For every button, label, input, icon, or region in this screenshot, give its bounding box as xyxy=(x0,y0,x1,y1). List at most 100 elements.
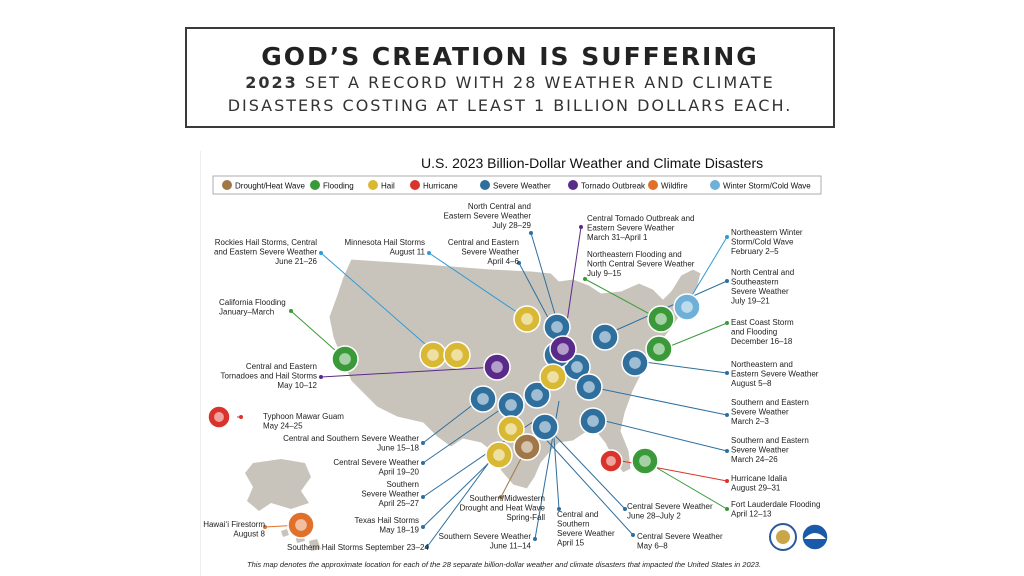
leader-dot xyxy=(239,415,243,419)
leader-dot xyxy=(499,495,503,499)
legend-label: Drought/Heat Wave xyxy=(235,182,306,191)
legend-label: Severe Weather xyxy=(493,182,551,191)
event-label-hawaii: Hawai‘i Firestorm August 8 xyxy=(203,520,265,539)
event-label-ne-aug: Northeastern and Eastern Severe Weather Au… xyxy=(731,360,819,388)
event-label-southern-jun11: Southern Severe Weather June 11–14 xyxy=(439,532,532,551)
leader-dot xyxy=(725,321,729,325)
leader-dot xyxy=(725,507,729,511)
leader-dot xyxy=(725,479,729,483)
wildfire-icon xyxy=(648,180,658,190)
severe-weather-icon-glyph xyxy=(505,399,517,411)
leader-dot xyxy=(583,277,587,281)
leader-line xyxy=(422,404,508,464)
leader-line xyxy=(428,252,528,320)
event-label-ne-winter: Northeastern Winter Storm/Cold Wave Februa… xyxy=(731,228,803,256)
hail-icon-glyph xyxy=(505,423,517,435)
leader-line xyxy=(426,456,494,548)
leader-line xyxy=(636,360,728,374)
leader-dot xyxy=(421,495,425,499)
event-label-southern-eastern-mar24: Southern and Eastern Severe Weather March … xyxy=(731,436,809,464)
severe-weather-icon xyxy=(480,180,490,190)
leader-line xyxy=(530,422,634,536)
leader-dot xyxy=(289,309,293,313)
event-label-central-southern-jun: Central and Southern Severe Weather June … xyxy=(283,434,419,453)
severe-weather-icon-glyph xyxy=(571,361,583,373)
severe-weather-icon-glyph xyxy=(531,389,543,401)
event-label-southern-eastern-mar2: Southern and Eastern Severe Weather March … xyxy=(731,398,809,426)
severe-weather-icon-glyph xyxy=(629,357,641,369)
leader-dot xyxy=(725,279,729,283)
hail-icon-glyph xyxy=(521,313,533,325)
event-label-central-tornado-may: Central and Eastern Tornadoes and Hail St… xyxy=(221,362,318,390)
severe-weather-icon-glyph xyxy=(539,421,551,433)
tornado-icon-glyph xyxy=(557,343,569,355)
event-label-southern-apr25: Southern Severe Weather April 25–27 xyxy=(361,480,419,508)
legend-label: Tornado Outbreak xyxy=(581,182,646,191)
leader-line xyxy=(590,386,728,416)
hail-icon xyxy=(368,180,378,190)
hurricane-icon-glyph xyxy=(606,456,616,466)
leader-dot xyxy=(725,235,729,239)
event-label-california: California Flooding January–March xyxy=(219,298,286,317)
event-label-central-southern-apr15: Central and Southern Severe Weather April 1… xyxy=(557,510,615,548)
legend-bar xyxy=(212,175,822,195)
leader-dot xyxy=(533,537,537,541)
hurricane-icon xyxy=(410,180,420,190)
legend-label: Winter Storm/Cold Wave xyxy=(723,182,811,191)
leader-dot xyxy=(557,507,561,511)
tornado-icon-glyph xyxy=(491,361,503,373)
severe-weather-icon-glyph xyxy=(587,415,599,427)
event-label-drought: Southern/Midwestern Drought and Heat Wave… xyxy=(459,494,545,522)
leader-dot xyxy=(517,261,521,265)
event-label-central-jun28: Central Severe Weather June 28–July 2 xyxy=(627,502,713,521)
leader-dot xyxy=(725,449,729,453)
leader-dot xyxy=(319,375,323,379)
flooding-icon-glyph xyxy=(639,455,651,467)
map-title: U.S. 2023 Billion-Dollar Weather and Cli… xyxy=(421,155,763,171)
severe-weather-icon-glyph xyxy=(551,321,563,333)
leader-line xyxy=(530,232,558,322)
legend-label: Flooding xyxy=(323,182,354,191)
event-label-central-eastern-apr: Central and Eastern Severe Weather April 4… xyxy=(448,238,520,266)
legend-label: Hurricane xyxy=(423,182,458,191)
leader-line xyxy=(584,278,660,320)
winter-storm-icon-glyph xyxy=(681,301,693,313)
disaster-map-svg: U.S. 2023 Billion-Dollar Weather and Cli… xyxy=(203,155,829,569)
event-label-fort-lauderdale: Fort Lauderdale Flooding April 12–13 xyxy=(731,500,820,519)
leader-dot xyxy=(427,251,431,255)
subtitle-text: SET A RECORD WITH 28 WEATHER AND CLIMATE xyxy=(304,73,775,92)
hail-icon-glyph xyxy=(451,349,463,361)
severe-weather-icon-glyph xyxy=(583,381,595,393)
leader-dot xyxy=(421,525,425,529)
event-label-central-tornado: Central Tornado Outbreak and Eastern Seve… xyxy=(587,214,694,242)
leader-dot xyxy=(425,545,429,549)
event-label-hurricane-idalia: Hurricane Idalia August 29–31 xyxy=(731,474,788,493)
leader-line xyxy=(518,262,554,328)
event-label-ne-flooding: Northeastern Flooding and North Central S… xyxy=(587,250,695,278)
event-label-southern-hail-sep: Southern Hail Storms September 23–24 xyxy=(287,543,429,552)
leader-dot xyxy=(623,507,627,511)
leader-dot xyxy=(631,533,635,537)
hawaii-shape xyxy=(281,529,321,551)
slide-subtitle-line2: DISASTERS COSTING AT LEAST 1 BILLION DOL… xyxy=(227,96,793,115)
event-label-nc-east-jul: North Central and Eastern Severe Weather J… xyxy=(444,202,532,230)
leader-dot xyxy=(725,371,729,375)
flooding-icon-glyph xyxy=(655,313,667,325)
alaska-shape xyxy=(245,459,311,511)
event-label-typhoon: Typhoon Mawar Guam May 24–25 xyxy=(263,412,344,431)
leader-line xyxy=(544,424,626,510)
event-label-east-coast: East Coast Storm and Flooding December 16–… xyxy=(731,318,794,346)
leader-line xyxy=(644,460,728,510)
event-label-texas-hail: Texas Hail Storms May 18–19 xyxy=(355,516,420,535)
slide-title-box: GOD’S CREATION IS SUFFERING 2023 SET A R… xyxy=(185,27,835,128)
doc-seal-center xyxy=(776,530,790,544)
wildfire-icon-glyph xyxy=(295,519,307,531)
tornado-icon xyxy=(568,180,578,190)
leader-dot xyxy=(529,231,533,235)
flooding-icon xyxy=(310,180,320,190)
leader-dot xyxy=(421,461,425,465)
drought-icon-glyph xyxy=(521,441,533,453)
severe-weather-icon-glyph xyxy=(477,393,489,405)
leader-dot xyxy=(319,251,323,255)
leader-dot xyxy=(421,441,425,445)
